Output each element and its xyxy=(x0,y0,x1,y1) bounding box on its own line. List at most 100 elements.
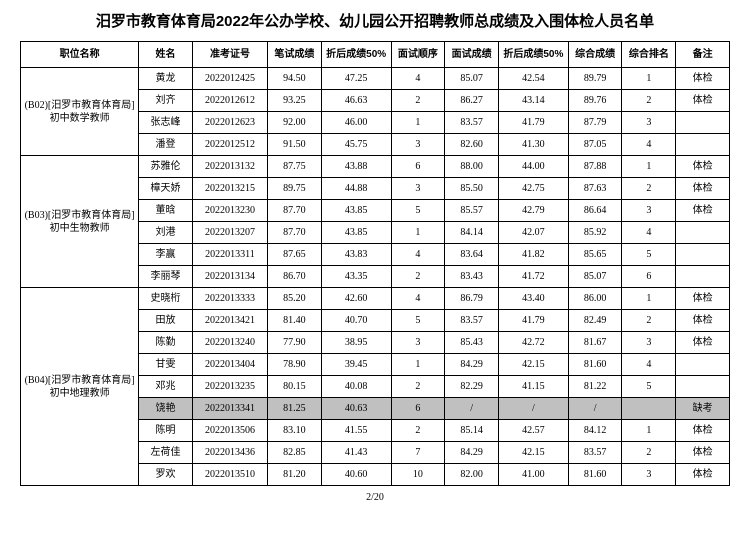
cell-whalf: 40.08 xyxy=(321,376,391,398)
cell-written: 82.85 xyxy=(268,442,322,464)
cell-ihalf: 43.40 xyxy=(498,288,568,310)
cell-note xyxy=(676,376,730,398)
cell-order: 6 xyxy=(391,398,445,420)
cell-rank: 3 xyxy=(622,464,676,486)
cell-ihalf: 42.15 xyxy=(498,354,568,376)
cell-rank xyxy=(622,398,676,420)
cell-whalf: 42.60 xyxy=(321,288,391,310)
cell-order: 4 xyxy=(391,244,445,266)
cell-order: 3 xyxy=(391,134,445,156)
cell-name: 罗欢 xyxy=(139,464,193,486)
cell-ihalf: 42.75 xyxy=(498,178,568,200)
cell-written: 94.50 xyxy=(268,68,322,90)
cell-ticket: 2022013404 xyxy=(192,354,267,376)
cell-total: 89.76 xyxy=(568,90,622,112)
cell-name: 苏雅伦 xyxy=(139,156,193,178)
cell-ihalf: 41.15 xyxy=(498,376,568,398)
cell-name: 刘齐 xyxy=(139,90,193,112)
cell-interview: 85.07 xyxy=(445,68,499,90)
col-interview: 面试成绩 xyxy=(445,42,499,68)
cell-order: 10 xyxy=(391,464,445,486)
cell-order: 6 xyxy=(391,156,445,178)
cell-note: 体检 xyxy=(676,332,730,354)
cell-note: 体检 xyxy=(676,200,730,222)
cell-interview: 86.79 xyxy=(445,288,499,310)
cell-note xyxy=(676,134,730,156)
cell-interview: 84.29 xyxy=(445,442,499,464)
cell-note: 缺考 xyxy=(676,398,730,420)
cell-total: 87.63 xyxy=(568,178,622,200)
cell-rank: 3 xyxy=(622,200,676,222)
cell-whalf: 41.43 xyxy=(321,442,391,464)
cell-note: 体检 xyxy=(676,288,730,310)
cell-ticket: 2022012612 xyxy=(192,90,267,112)
cell-note xyxy=(676,112,730,134)
cell-written: 92.00 xyxy=(268,112,322,134)
cell-written: 81.40 xyxy=(268,310,322,332)
cell-rank: 4 xyxy=(622,354,676,376)
cell-ticket: 2022012623 xyxy=(192,112,267,134)
cell-rank: 1 xyxy=(622,68,676,90)
col-written: 笔试成绩 xyxy=(268,42,322,68)
cell-interview: 88.00 xyxy=(445,156,499,178)
cell-written: 86.70 xyxy=(268,266,322,288)
cell-written: 81.25 xyxy=(268,398,322,420)
cell-name: 田放 xyxy=(139,310,193,332)
cell-whalf: 43.85 xyxy=(321,222,391,244)
cell-interview: / xyxy=(445,398,499,420)
cell-total: 83.57 xyxy=(568,442,622,464)
cell-name: 史晓桁 xyxy=(139,288,193,310)
cell-whalf: 40.60 xyxy=(321,464,391,486)
cell-ihalf: 42.72 xyxy=(498,332,568,354)
position-cell: (B02)[汨罗市教育体育局] 初中数学教师 xyxy=(21,68,139,156)
position-cell: (B04)[汨罗市教育体育局] 初中地理教师 xyxy=(21,288,139,486)
cell-total: 81.22 xyxy=(568,376,622,398)
cell-whalf: 47.25 xyxy=(321,68,391,90)
cell-interview: 83.57 xyxy=(445,112,499,134)
cell-whalf: 46.00 xyxy=(321,112,391,134)
cell-whalf: 39.45 xyxy=(321,354,391,376)
cell-interview: 84.14 xyxy=(445,222,499,244)
cell-rank: 3 xyxy=(622,332,676,354)
cell-interview: 82.29 xyxy=(445,376,499,398)
cell-note: 体检 xyxy=(676,178,730,200)
cell-ticket: 2022013510 xyxy=(192,464,267,486)
cell-written: 91.50 xyxy=(268,134,322,156)
cell-order: 2 xyxy=(391,420,445,442)
cell-order: 3 xyxy=(391,332,445,354)
cell-order: 5 xyxy=(391,310,445,332)
cell-note xyxy=(676,222,730,244)
cell-order: 1 xyxy=(391,354,445,376)
cell-rank: 4 xyxy=(622,134,676,156)
cell-ticket: 2022013333 xyxy=(192,288,267,310)
cell-rank: 2 xyxy=(622,442,676,464)
col-name: 姓名 xyxy=(139,42,193,68)
cell-rank: 2 xyxy=(622,90,676,112)
cell-written: 85.20 xyxy=(268,288,322,310)
position-cell: (B03)[汨罗市教育体育局] 初中生物教师 xyxy=(21,156,139,288)
cell-ticket: 2022013421 xyxy=(192,310,267,332)
cell-rank: 1 xyxy=(622,420,676,442)
table-row: (B03)[汨罗市教育体育局] 初中生物教师苏雅伦202201313287.75… xyxy=(21,156,730,178)
cell-note: 体检 xyxy=(676,310,730,332)
cell-order: 2 xyxy=(391,266,445,288)
cell-rank: 5 xyxy=(622,244,676,266)
cell-written: 87.70 xyxy=(268,200,322,222)
cell-ticket: 2022013134 xyxy=(192,266,267,288)
cell-note: 体检 xyxy=(676,442,730,464)
cell-order: 4 xyxy=(391,288,445,310)
cell-name: 陈勤 xyxy=(139,332,193,354)
col-total: 综合成绩 xyxy=(568,42,622,68)
page-title: 汨罗市教育体育局2022年公办学校、幼儿园公开招聘教师总成绩及入围体检人员名单 xyxy=(20,10,730,31)
cell-total: 81.67 xyxy=(568,332,622,354)
cell-name: 刘港 xyxy=(139,222,193,244)
cell-ticket: 2022013240 xyxy=(192,332,267,354)
cell-whalf: 43.35 xyxy=(321,266,391,288)
cell-ticket: 2022012512 xyxy=(192,134,267,156)
cell-rank: 4 xyxy=(622,222,676,244)
page-footer: 2/20 xyxy=(20,492,730,503)
cell-ticket: 2022013311 xyxy=(192,244,267,266)
cell-note: 体检 xyxy=(676,90,730,112)
cell-whalf: 45.75 xyxy=(321,134,391,156)
cell-total: 85.07 xyxy=(568,266,622,288)
